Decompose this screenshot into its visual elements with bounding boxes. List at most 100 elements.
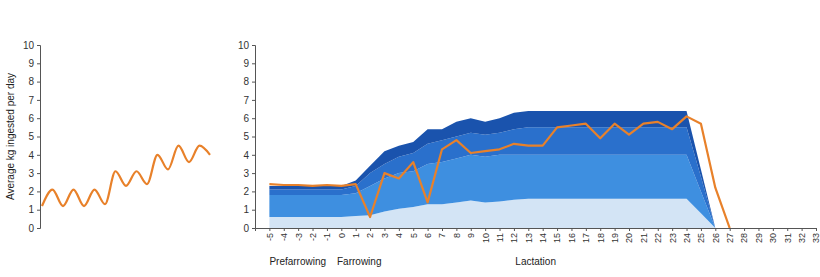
x-tick-mark	[442, 228, 443, 231]
x-tick: 19	[610, 228, 620, 243]
x-tick: 0	[337, 228, 347, 238]
y-tick-mark	[252, 210, 255, 211]
x-tick: 10	[481, 228, 491, 243]
y-tick-label: 6	[243, 113, 249, 124]
y-tick: 3	[28, 168, 40, 179]
x-tick: 20	[624, 228, 634, 243]
x-tick-mark	[514, 228, 515, 231]
x-tick: 12	[509, 228, 519, 243]
x-tick: 24	[682, 228, 692, 243]
x-tick-label: 12	[509, 233, 519, 243]
y-tick-mark	[37, 191, 40, 192]
x-tick-label: 0	[337, 233, 347, 238]
y-tick-mark	[252, 118, 255, 119]
x-tick-label: -5	[265, 233, 275, 241]
y-tick-label: 10	[238, 40, 250, 51]
y-tick-label: 0	[28, 223, 34, 234]
y-tick-mark	[37, 228, 40, 229]
x-tick-mark	[313, 228, 314, 231]
x-tick: -3	[294, 228, 304, 241]
x-tick-label: 11	[495, 233, 505, 242]
y-tick: 4	[28, 150, 40, 161]
y-tick: 0	[28, 223, 40, 234]
x-tick-mark	[715, 228, 716, 231]
x-tick-mark	[658, 228, 659, 231]
chart-canvas: Average kg ingested per day0123456789100…	[0, 0, 820, 277]
x-tick-label: 26	[711, 233, 721, 243]
x-tick: 23	[668, 228, 678, 243]
x-tick-label: 10	[481, 233, 491, 243]
lines	[269, 116, 729, 228]
y-axis: 012345678910	[238, 40, 256, 234]
y-tick: 8	[28, 76, 40, 87]
y-tick-label: 4	[243, 150, 249, 161]
y-tick-label: 2	[28, 186, 34, 197]
x-tick-label: -3	[294, 233, 304, 241]
axis-line	[252, 46, 256, 229]
y-tick: 4	[243, 150, 255, 161]
x-tick: 16	[567, 228, 577, 243]
x-tick-mark	[399, 228, 400, 231]
x-tick-label: -1	[322, 233, 332, 241]
x-tick-label: 22	[653, 233, 663, 243]
y-tick-mark	[252, 228, 255, 229]
y-tick: 7	[243, 95, 255, 106]
x-tick-label: 28	[739, 233, 749, 243]
x-tick: 13	[524, 228, 534, 243]
x-tick-label: 29	[754, 233, 764, 243]
y-tick-label: 3	[28, 168, 34, 179]
x-tick-mark	[643, 228, 644, 231]
x-tick-label: 14	[538, 233, 548, 243]
x-tick-mark	[557, 228, 558, 231]
x-tick-mark	[356, 228, 357, 231]
x-tick-mark	[284, 228, 285, 231]
x-axis: -5-4-3-2-1012345678910111213141516171819…	[256, 228, 820, 243]
y-tick-label: 9	[243, 58, 249, 69]
x-tick: 11	[495, 228, 505, 242]
y-tick-label: 5	[243, 131, 249, 142]
y-tick: 0	[243, 223, 255, 234]
plot-area	[42, 146, 210, 206]
x-tick: 22	[653, 228, 663, 243]
y-tick-mark	[37, 45, 40, 46]
x-tick-label: 15	[552, 233, 562, 243]
x-tick-mark	[543, 228, 544, 231]
x-tick: 14	[538, 228, 548, 243]
x-tick: 28	[739, 228, 749, 243]
x-tick-label: 13	[524, 233, 534, 243]
y-tick-label: 3	[243, 168, 249, 179]
x-tick-mark	[428, 228, 429, 231]
x-tick: -5	[265, 228, 275, 241]
x-tick-label: 33	[811, 233, 820, 243]
y-tick-mark	[252, 173, 255, 174]
y-tick: 8	[243, 76, 255, 87]
x-tick-mark	[773, 228, 774, 231]
x-tick-mark	[485, 228, 486, 231]
x-tick: 4	[394, 228, 404, 238]
y-tick: 10	[238, 40, 255, 51]
y-tick: 2	[243, 186, 255, 197]
x-tick-label: 3	[380, 233, 390, 238]
x-tick-mark	[471, 228, 472, 231]
x-tick: -1	[322, 228, 332, 241]
x-tick: 32	[797, 228, 807, 243]
y-tick-mark	[252, 155, 255, 156]
x-tick: 29	[754, 228, 764, 243]
x-tick-label: -2	[308, 233, 318, 241]
x-tick: 3	[380, 228, 390, 238]
x-tick-label: 2	[365, 233, 375, 238]
x-tick-mark	[384, 228, 385, 231]
areas	[269, 111, 715, 228]
line	[42, 146, 210, 206]
x-tick: 30	[768, 228, 778, 243]
x-tick-label: 30	[768, 233, 778, 243]
y-tick-mark	[252, 63, 255, 64]
y-tick-label: 5	[28, 131, 34, 142]
y-tick-label: 0	[243, 223, 249, 234]
y-axis: 012345678910	[23, 40, 41, 234]
x-tick-label: 18	[596, 233, 606, 243]
x-tick-mark	[758, 228, 759, 231]
axis-line	[256, 229, 817, 232]
y-tick-label: 7	[28, 95, 34, 106]
area	[269, 111, 715, 228]
